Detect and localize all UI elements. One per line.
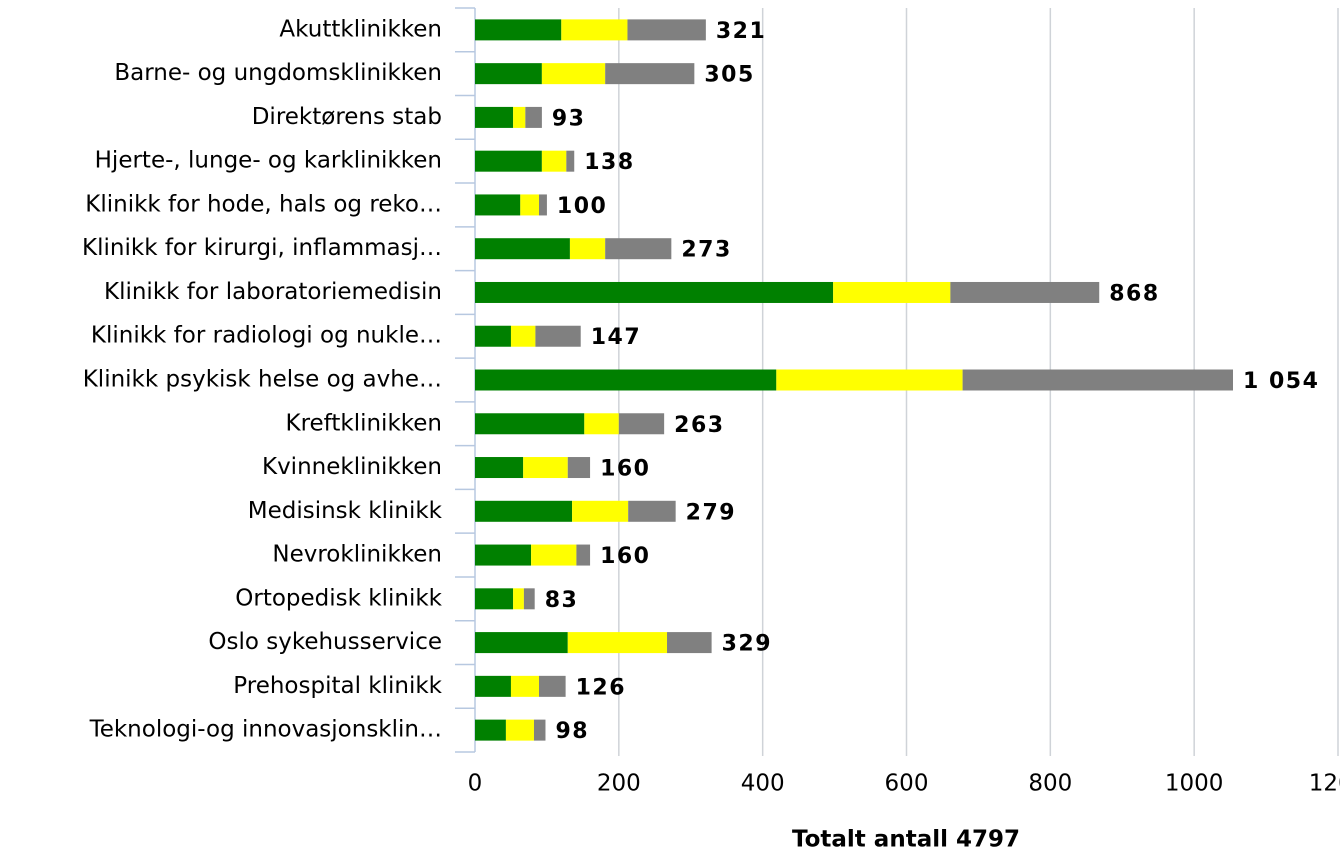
bar-segment <box>627 19 706 41</box>
bar-segment <box>584 413 619 435</box>
bar-segment <box>475 19 562 41</box>
bar-segment <box>572 500 629 522</box>
total-label: 98 <box>555 719 589 744</box>
y-tick-label: Prehospital klinikk <box>233 673 442 699</box>
bar-segment <box>523 588 535 610</box>
bar-segment <box>475 588 514 610</box>
y-tick-label: Klinikk for laboratoriemedisin <box>104 279 442 305</box>
bar-segment <box>605 63 695 85</box>
bar-segment <box>566 150 575 172</box>
y-tick-label: Klinikk for radiologi og nukle… <box>91 323 442 349</box>
x-axis-title: Totalt antall 4797 <box>792 827 1020 853</box>
bar-segment <box>475 719 506 741</box>
bar-segment <box>561 19 628 41</box>
total-label: 305 <box>704 63 754 88</box>
total-label: 329 <box>722 632 772 657</box>
bar-segment <box>513 588 524 610</box>
bar-segment <box>535 325 581 347</box>
bar-segment <box>513 106 526 128</box>
total-label: 1 054 <box>1243 369 1319 394</box>
bar-segment <box>539 194 547 216</box>
total-label: 160 <box>600 544 650 569</box>
bar-segment <box>833 281 951 303</box>
y-tick-label: Klinikk for hode, hals og reko… <box>85 191 442 217</box>
bar-segment <box>475 238 570 260</box>
bar-segment <box>475 106 514 128</box>
total-label: 868 <box>1109 281 1159 306</box>
y-tick-label: Teknologi-og innovasjonsklin… <box>89 717 442 743</box>
total-label: 160 <box>600 457 650 482</box>
bar-segment <box>628 500 676 522</box>
bar-segment <box>569 238 606 260</box>
bar-segment <box>475 413 585 435</box>
bar-segment <box>605 238 672 260</box>
x-tick-label: 0 <box>468 771 483 797</box>
total-label: 321 <box>716 19 766 44</box>
total-label: 83 <box>545 588 579 613</box>
total-label: 138 <box>584 150 634 175</box>
total-label: 273 <box>681 238 731 263</box>
x-tick-label: 1000 <box>1165 771 1224 797</box>
bar-segment <box>475 500 573 522</box>
bar-segment <box>475 63 542 85</box>
bar-segment <box>523 457 568 479</box>
bar-segment <box>567 632 668 654</box>
bar-segment <box>510 675 540 697</box>
y-tick-label: Kvinneklinikken <box>262 454 442 480</box>
total-label: 279 <box>686 500 736 525</box>
bar-segment <box>962 369 1234 391</box>
y-tick-label: Hjerte-, lunge- og karklinikken <box>95 148 442 174</box>
bar-segment <box>505 719 534 741</box>
bar-segment <box>541 150 567 172</box>
bar-segment <box>567 457 591 479</box>
bar-segment <box>475 369 777 391</box>
x-tick-label: 800 <box>1028 771 1072 797</box>
bar-segment <box>667 632 712 654</box>
total-label: 147 <box>591 325 641 350</box>
total-label: 93 <box>552 106 586 131</box>
bar-segment <box>541 63 606 85</box>
x-tick-label: 200 <box>597 771 641 797</box>
bar-segment <box>776 369 963 391</box>
bar-segment <box>533 719 546 741</box>
x-tick-label: 600 <box>885 771 929 797</box>
bar-segment <box>475 544 532 566</box>
y-tick-label: Klinikk for kirurgi, inflammasj… <box>82 235 442 261</box>
bar-segment <box>510 325 536 347</box>
bar-segment <box>950 281 1100 303</box>
bar-segment <box>475 632 568 654</box>
bar-segment <box>576 544 591 566</box>
y-tick-label: Barne- og ungdomsklinikken <box>114 60 442 86</box>
bar-segment <box>618 413 665 435</box>
total-label: 126 <box>576 675 626 700</box>
bar-segment <box>475 281 834 303</box>
bar-segment <box>475 150 542 172</box>
bar-segment <box>475 457 524 479</box>
y-tick-label: Klinikk psykisk helse og avhe… <box>83 367 442 393</box>
bar-segment <box>531 544 577 566</box>
y-tick-label: Ortopedisk klinikk <box>235 585 442 611</box>
x-tick-label: 400 <box>741 771 785 797</box>
y-tick-label: Kreftklinikken <box>285 410 442 436</box>
bar-segment <box>525 106 542 128</box>
bar-segment <box>475 325 511 347</box>
y-tick-label: Medisinsk klinikk <box>248 498 443 524</box>
total-label: 263 <box>674 413 724 438</box>
y-tick-label: Nevroklinikken <box>272 542 442 568</box>
x-tick-label: 1200 <box>1309 771 1340 797</box>
bar-segment <box>539 675 566 697</box>
total-label: 100 <box>557 194 607 219</box>
y-tick-label: Akuttklinikken <box>279 16 442 42</box>
bar-segment <box>475 194 521 216</box>
y-tick-label: Oslo sykehusservice <box>208 629 442 655</box>
y-tick-label: Direktørens stab <box>252 104 442 130</box>
bar-segment <box>520 194 540 216</box>
bar-segment <box>475 675 511 697</box>
